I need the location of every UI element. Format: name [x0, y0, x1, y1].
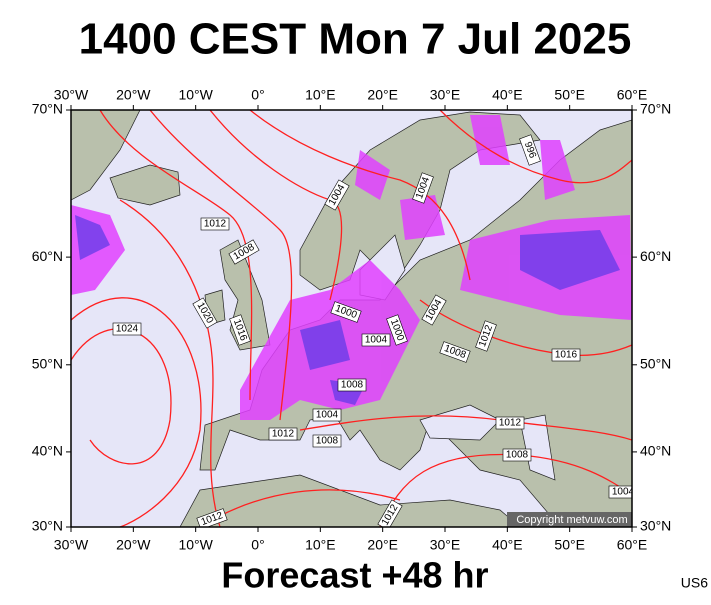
lat-label: 60°N	[640, 248, 671, 264]
lon-label: 30°E	[430, 87, 461, 103]
isobar-label-box	[228, 239, 260, 265]
model-code: US6	[681, 575, 708, 591]
map-frame	[70, 109, 633, 528]
isobar-label-box	[312, 434, 342, 448]
isobar-label-box	[502, 448, 532, 462]
forecast-label: Forecast +48 hr	[221, 555, 488, 596]
isobar-label-box	[200, 217, 230, 231]
isobar-label: 1012	[499, 418, 522, 429]
lat-label: 50°N	[640, 355, 671, 371]
copyright: Copyright metvuw.com	[516, 514, 627, 526]
isobar-label: 1004	[612, 487, 635, 498]
isobar-label-box	[324, 179, 350, 211]
isobar-label-box	[192, 297, 218, 329]
isobar-label-box	[386, 314, 408, 346]
lon-label: 40°E	[492, 87, 523, 103]
lat-label: 30°N	[32, 518, 63, 534]
isobar-label-box	[608, 485, 632, 499]
title: 1400 CEST Mon 7 Jul 2025	[79, 15, 632, 64]
lon-label: 20°E	[367, 87, 398, 103]
lon-label: 20°E	[367, 537, 398, 553]
isobar-label-box	[412, 172, 434, 204]
isobar-label: 1008	[341, 380, 364, 391]
isobar-label-box	[361, 333, 391, 347]
lat-label: 30°N	[640, 518, 671, 534]
isobar-label-box	[495, 416, 525, 430]
isobar-label: 1012	[204, 219, 227, 230]
lon-label: 30°W	[54, 537, 89, 553]
isobar-label-box	[377, 499, 403, 527]
isobar-label: 1008	[506, 450, 529, 461]
lon-label: 0°	[251, 537, 264, 553]
lat-label: 40°N	[640, 443, 671, 459]
isobar-label: 1008	[316, 436, 339, 447]
isobar-label-box	[196, 508, 228, 527]
lon-label: 20°W	[116, 87, 151, 103]
isobar-label-box	[312, 408, 342, 422]
lat-label: 40°N	[32, 443, 63, 459]
isobar-label-box	[112, 322, 142, 336]
isobar-label-box	[229, 314, 251, 346]
lon-label: 40°E	[492, 537, 523, 553]
isobar-label-box	[421, 294, 447, 326]
lat-label: 70°N	[640, 101, 671, 117]
isobar-label-box	[268, 427, 298, 441]
isobar-label-box	[475, 320, 497, 352]
isobar-label-box	[519, 134, 541, 166]
isobar-label: 1004	[316, 410, 339, 421]
lon-label: 10°E	[305, 87, 336, 103]
lon-label: 10°W	[178, 87, 213, 103]
isobar-label-box	[439, 341, 471, 363]
isobar-label-box	[337, 378, 367, 392]
lon-label: 50°E	[554, 537, 585, 553]
lon-label: 50°E	[554, 87, 585, 103]
lon-label: 10°E	[305, 537, 336, 553]
lat-label: 70°N	[32, 101, 63, 117]
copyright-box	[507, 512, 632, 527]
lat-label: 60°N	[32, 248, 63, 264]
isobar-label: 1016	[555, 350, 578, 361]
isobar-label-box	[330, 301, 362, 323]
lon-label: 0°	[251, 87, 264, 103]
isobar-label: 1004	[365, 335, 388, 346]
lon-label: 60°E	[617, 537, 648, 553]
lon-label: 60°E	[617, 87, 648, 103]
isobar-label: 1012	[272, 429, 295, 440]
lat-label: 50°N	[32, 355, 63, 371]
isobar-label: 1024	[116, 324, 139, 335]
lon-label: 30°W	[54, 87, 89, 103]
isobar-label-box	[551, 348, 581, 362]
lon-label: 10°W	[178, 537, 213, 553]
lon-label: 30°E	[430, 537, 461, 553]
lon-label: 20°W	[116, 537, 151, 553]
